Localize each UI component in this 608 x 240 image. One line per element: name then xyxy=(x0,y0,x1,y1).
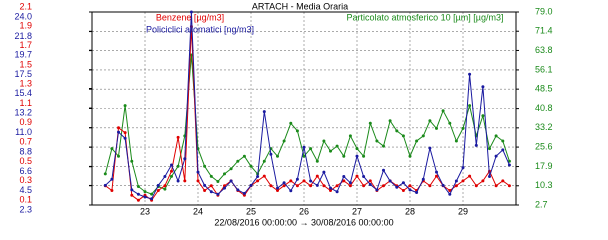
chart-title: ARTACH - Media Oraria xyxy=(252,1,348,11)
y-tick-label: 2.3 xyxy=(19,204,32,214)
y-tick-label: 13.2 xyxy=(14,107,32,117)
y-tick-label: 63.8 xyxy=(535,45,553,55)
series-line xyxy=(103,53,511,196)
y-tick-label: 17.5 xyxy=(14,69,32,79)
y-tick-label: 1.5 xyxy=(19,59,32,69)
x-tick-label: 26 xyxy=(299,206,309,216)
y-tick-label: 0.7 xyxy=(19,136,32,146)
y-tick-label: 1.7 xyxy=(19,40,32,50)
y-tick-label: 1.1 xyxy=(19,98,32,108)
page: ARTACH - Media Oraria 22/08/2016 00:00:0… xyxy=(14,1,553,228)
y-tick-label: 0.9 xyxy=(19,117,32,127)
y-tick-label: 40.8 xyxy=(535,103,553,113)
y-tick-label: 8.8 xyxy=(19,147,32,157)
x-tick-label: 23 xyxy=(140,206,150,216)
y-tick-label: 25.6 xyxy=(535,141,553,151)
y-tick-label: 6.6 xyxy=(19,166,32,176)
legend-entry: Benzene [µg/m3] xyxy=(156,12,224,22)
x-tick-label: 25 xyxy=(246,206,256,216)
x-tick-label: 27 xyxy=(352,206,362,216)
y-tick-label: 1.9 xyxy=(19,21,32,31)
y-tick-label: 15.4 xyxy=(14,88,32,98)
x-tick-label: 28 xyxy=(405,206,415,216)
y-tick-label: 71.4 xyxy=(535,26,553,36)
y-tick-label: 2.1 xyxy=(19,1,32,11)
y-tick-label: 0.1 xyxy=(19,194,32,204)
y-tick-label: 1.3 xyxy=(19,79,32,89)
legend-entry: Particolato atmosferico 10 [µm] [µg/m3] xyxy=(347,12,504,22)
y-tick-label: 21.8 xyxy=(14,31,32,41)
y-tick-label: 19.7 xyxy=(14,50,32,60)
y-tick-label: 33.2 xyxy=(535,122,553,132)
y-tick-label: 11.0 xyxy=(15,127,32,137)
y-tick-label: 17.9 xyxy=(535,161,553,171)
y-tick-label: 2.7 xyxy=(535,199,548,209)
y-tick-label: 10.3 xyxy=(535,180,553,190)
x-tick-label: 29 xyxy=(458,206,468,216)
y-tick-label: 0.5 xyxy=(19,156,32,166)
y-tick-label: 4.5 xyxy=(19,185,32,195)
y-tick-label: 24.0 xyxy=(14,11,32,21)
x-axis-label: 22/08/2016 00:00:00 → 30/08/2016 00:00:0… xyxy=(214,217,393,227)
y-tick-label: 0.3 xyxy=(19,175,32,185)
y-tick-label: 48.5 xyxy=(535,84,553,94)
legend-entry: Policiclici aromatici [ng/m3] xyxy=(146,24,254,34)
y-tick-label: 56.1 xyxy=(535,64,553,74)
chart: ARTACH - Media Oraria 22/08/2016 00:00:0… xyxy=(14,1,553,227)
y-tick-label: 79.0 xyxy=(535,6,553,16)
x-tick-label: 24 xyxy=(193,206,203,216)
series-line xyxy=(103,10,511,201)
